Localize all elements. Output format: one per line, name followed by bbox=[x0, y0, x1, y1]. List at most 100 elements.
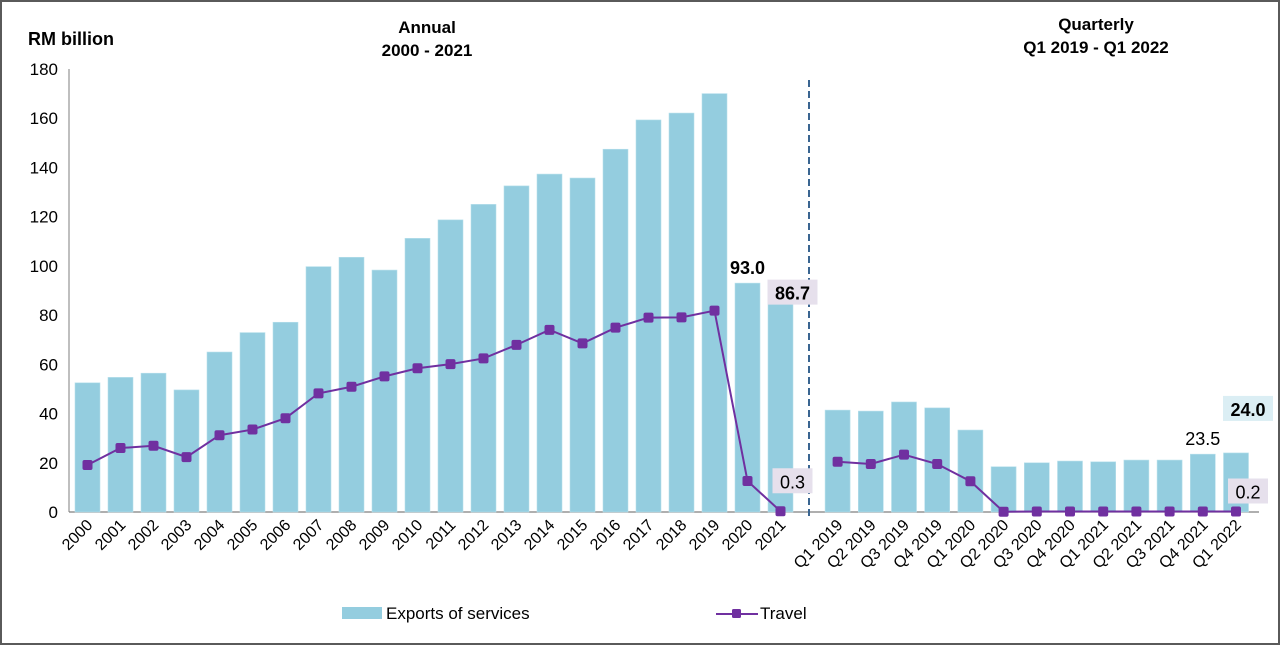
legend-marker-travel bbox=[732, 609, 741, 618]
x-tick-label: 2018 bbox=[653, 517, 690, 554]
x-tick-label: 2003 bbox=[158, 517, 195, 554]
y-tick-label: 180 bbox=[30, 60, 58, 79]
line-travel-annual bbox=[87, 309, 782, 512]
x-tick-label: 2002 bbox=[125, 517, 162, 554]
marker-travel-q4-2019 bbox=[932, 459, 943, 470]
x-tick-label: 2001 bbox=[92, 517, 129, 554]
x-tick-label: 2005 bbox=[224, 517, 261, 554]
y-tick-label: 20 bbox=[39, 454, 58, 473]
marker-travel-2017 bbox=[643, 312, 654, 323]
marker-travel-q1-2021 bbox=[1098, 506, 1109, 517]
bar-exports-2019 bbox=[701, 93, 728, 513]
x-tick-label: 2010 bbox=[389, 517, 426, 554]
x-tick-label: 2011 bbox=[423, 517, 459, 553]
bar-exports-q3-2020 bbox=[1023, 462, 1050, 513]
data-label-box bbox=[1223, 395, 1273, 421]
bar-exports-q4-2021 bbox=[1190, 453, 1216, 513]
x-tick-label: 2004 bbox=[191, 517, 228, 554]
x-tick-label: 2000 bbox=[59, 517, 96, 554]
y-tick-label: 140 bbox=[30, 158, 58, 177]
marker-travel-q1-2020 bbox=[965, 476, 976, 487]
x-tick-label: 2021 bbox=[752, 517, 789, 554]
plot-area: 0 20 40 60 80 100 120 140 160 180 2000200120022003… bbox=[30, 60, 1273, 572]
bar-exports-2000 bbox=[74, 382, 101, 513]
data-label: 86.7 bbox=[775, 284, 810, 304]
marker-travel-2008 bbox=[346, 381, 357, 392]
x-tick-label: 2013 bbox=[488, 517, 525, 554]
marker-travel-2004 bbox=[214, 430, 225, 441]
bar-exports-2014 bbox=[536, 173, 563, 513]
marker-travel-q1-2019 bbox=[832, 456, 843, 467]
marker-travel-2016 bbox=[610, 322, 621, 333]
x-tick-label: 2015 bbox=[554, 517, 591, 554]
y-tick-label: 40 bbox=[39, 405, 58, 424]
bar-exports-q2-2020 bbox=[990, 466, 1017, 513]
data-label: 24.0 bbox=[1230, 400, 1265, 420]
quarterly-title-line2: Q1 2019 - Q1 2022 bbox=[1023, 38, 1169, 57]
marker-travel-q4-2020 bbox=[1065, 506, 1075, 517]
marker-travel-2010 bbox=[412, 363, 423, 374]
bar-exports-q1-2020 bbox=[957, 429, 984, 513]
x-tick-label: 2014 bbox=[521, 517, 558, 554]
x-tick-label: 2007 bbox=[290, 517, 327, 554]
marker-travel-q3-2019 bbox=[899, 449, 909, 460]
annual-title-line1: Annual bbox=[398, 18, 456, 37]
marker-travel-2005 bbox=[247, 424, 258, 435]
y-tick-label: 60 bbox=[39, 355, 58, 374]
marker-travel-2002 bbox=[148, 440, 159, 451]
legend-label-travel: Travel bbox=[760, 604, 807, 623]
marker-travel-2011 bbox=[445, 359, 456, 370]
y-tick-label: 0 bbox=[49, 503, 58, 522]
y-tick-label: 160 bbox=[30, 109, 58, 128]
x-tick-label: 2017 bbox=[620, 517, 657, 554]
legend: Exports of services Travel bbox=[342, 604, 807, 623]
marker-travel-q2-2020 bbox=[998, 506, 1009, 517]
x-tick-label: 2012 bbox=[455, 517, 492, 554]
marker-travel-q2-2021 bbox=[1131, 506, 1142, 517]
bar-exports-q2-2021 bbox=[1123, 459, 1150, 513]
data-label-box bbox=[772, 468, 813, 494]
marker-travel-2021 bbox=[775, 506, 786, 517]
data-label: 93.0 bbox=[730, 258, 765, 278]
marker-travel-q4-2021 bbox=[1197, 506, 1208, 517]
data-label-box bbox=[1228, 478, 1268, 504]
data-label: 23.5 bbox=[1185, 429, 1220, 449]
marker-travel-2006 bbox=[280, 413, 291, 424]
marker-travel-2003 bbox=[181, 452, 192, 463]
legend-label-exports: Exports of services bbox=[386, 604, 530, 623]
data-label: 0.2 bbox=[1235, 483, 1260, 503]
x-tick-label: 2006 bbox=[257, 517, 294, 554]
annual-title-line2: 2000 - 2021 bbox=[382, 41, 473, 60]
data-label-box bbox=[767, 279, 818, 305]
bar-exports-q3-2021 bbox=[1156, 459, 1183, 513]
y-unit-label: RM billion bbox=[28, 29, 114, 49]
marker-travel-2015 bbox=[577, 338, 588, 349]
y-tick-label: 80 bbox=[39, 306, 58, 325]
y-tick-label: 100 bbox=[30, 257, 58, 276]
marker-travel-q1-2022 bbox=[1231, 506, 1241, 517]
marker-travel-q3-2021 bbox=[1164, 506, 1175, 517]
marker-travel-2001 bbox=[115, 443, 126, 454]
bar-exports-2005 bbox=[239, 332, 266, 513]
marker-travel-2012 bbox=[478, 353, 489, 364]
marker-travel-2013 bbox=[511, 339, 522, 350]
bar-exports-2009 bbox=[371, 269, 398, 513]
marker-travel-2000 bbox=[82, 459, 93, 470]
marker-travel-2019 bbox=[709, 305, 720, 316]
x-tick-label: 2016 bbox=[587, 517, 624, 554]
marker-travel-2020 bbox=[742, 475, 753, 486]
bar-exports-q1-2021 bbox=[1090, 461, 1116, 513]
marker-travel-2014 bbox=[544, 324, 555, 335]
x-tick-label: 2020 bbox=[719, 517, 756, 554]
legend-swatch-exports bbox=[342, 607, 382, 619]
marker-travel-q2-2019 bbox=[865, 459, 876, 470]
x-tick-label: 2009 bbox=[356, 517, 393, 554]
marker-travel-2018 bbox=[676, 312, 687, 323]
x-tick-label: 2008 bbox=[323, 517, 360, 554]
x-tick-label: 2019 bbox=[686, 517, 723, 554]
marker-travel-q3-2020 bbox=[1031, 506, 1042, 517]
y-tick-label: 120 bbox=[30, 208, 58, 227]
marker-travel-2009 bbox=[379, 371, 390, 382]
